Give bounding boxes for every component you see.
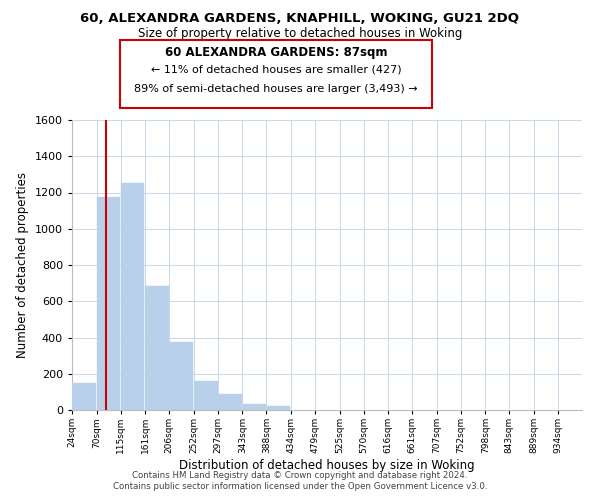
Text: ← 11% of detached houses are smaller (427): ← 11% of detached houses are smaller (42… bbox=[151, 65, 401, 75]
X-axis label: Distribution of detached houses by size in Woking: Distribution of detached houses by size … bbox=[179, 459, 475, 472]
Bar bbox=[72, 383, 96, 410]
Bar bbox=[218, 394, 242, 410]
Text: Size of property relative to detached houses in Woking: Size of property relative to detached ho… bbox=[138, 28, 462, 40]
Text: Contains public sector information licensed under the Open Government Licence v3: Contains public sector information licen… bbox=[113, 482, 487, 491]
Bar bbox=[97, 197, 121, 410]
Bar bbox=[266, 406, 290, 410]
Text: 60 ALEXANDRA GARDENS: 87sqm: 60 ALEXANDRA GARDENS: 87sqm bbox=[165, 46, 387, 59]
Text: 89% of semi-detached houses are larger (3,493) →: 89% of semi-detached houses are larger (… bbox=[134, 84, 418, 94]
Text: Contains HM Land Registry data © Crown copyright and database right 2024.: Contains HM Land Registry data © Crown c… bbox=[132, 471, 468, 480]
Bar bbox=[121, 182, 145, 410]
Bar bbox=[169, 342, 193, 410]
Bar bbox=[194, 381, 218, 410]
Y-axis label: Number of detached properties: Number of detached properties bbox=[16, 172, 29, 358]
Bar bbox=[242, 404, 266, 410]
Bar bbox=[145, 286, 169, 410]
Text: 60, ALEXANDRA GARDENS, KNAPHILL, WOKING, GU21 2DQ: 60, ALEXANDRA GARDENS, KNAPHILL, WOKING,… bbox=[80, 12, 520, 26]
